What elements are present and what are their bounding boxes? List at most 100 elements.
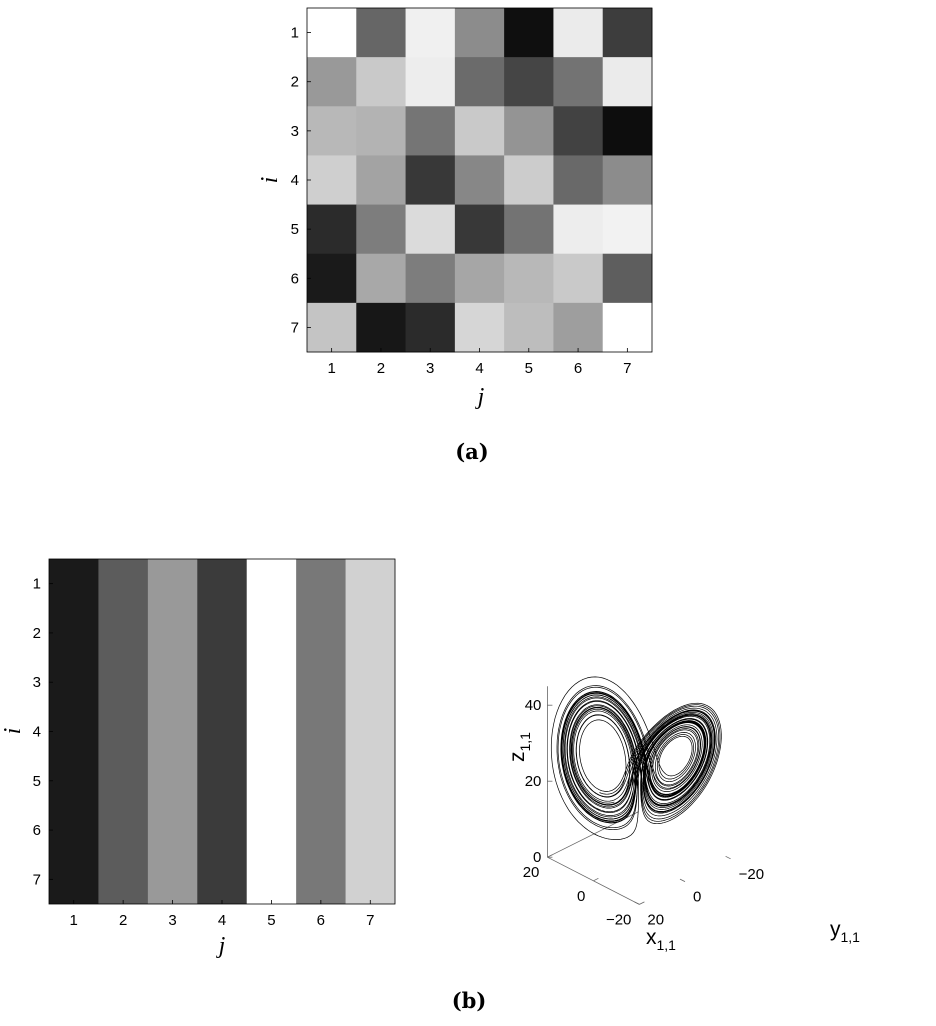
heatmap-a-cell-7-1 bbox=[307, 302, 357, 353]
heatmap-a-cell-5-7 bbox=[602, 204, 653, 255]
attractor-z-tick-0: 0 bbox=[533, 849, 541, 866]
x-tick-mark bbox=[639, 901, 645, 905]
heatmap-b-x-tick-7: 7 bbox=[366, 912, 374, 929]
heatmap-b-y-tick-5: 5 bbox=[33, 773, 41, 790]
heatmap-a bbox=[307, 8, 653, 353]
heatmap-b-column-1 bbox=[49, 559, 99, 904]
heatmap-b-x-tick-1: 1 bbox=[70, 912, 78, 929]
heatmap-a-cell-4-5 bbox=[504, 155, 554, 205]
heatmap-b-column-3 bbox=[147, 559, 198, 904]
heatmap-a-cell-6-1 bbox=[307, 253, 357, 304]
heatmap-a-cell-3-3 bbox=[405, 106, 456, 156]
heatmap-a-cell-6-2 bbox=[356, 253, 406, 304]
heatmap-a-cell-3-1 bbox=[307, 106, 357, 156]
heatmap-a-cell-5-1 bbox=[307, 204, 357, 255]
heatmap-a-cell-7-2 bbox=[356, 302, 406, 353]
heatmap-a-y-tick-3: 3 bbox=[291, 123, 299, 140]
heatmap-a-cell-4-2 bbox=[356, 155, 406, 205]
y-tick-mark bbox=[634, 901, 640, 905]
heatmap-a-cell-5-6 bbox=[553, 204, 604, 255]
heatmap-a-cell-4-3 bbox=[405, 155, 456, 205]
heatmap-a-x-label: j bbox=[475, 384, 485, 410]
heatmap-a-cell-7-6 bbox=[553, 302, 604, 353]
heatmap-a-cell-2-4 bbox=[454, 57, 505, 107]
attractor-y-tick-2: −20 bbox=[739, 866, 764, 883]
heatmap-a-cell-1-7 bbox=[602, 8, 653, 58]
heatmap-a-cell-7-4 bbox=[454, 302, 505, 353]
heatmap-a-x-tick-4: 4 bbox=[475, 360, 483, 377]
heatmap-b-x-tick-3: 3 bbox=[168, 912, 176, 929]
heatmap-a-cell-2-6 bbox=[553, 57, 604, 107]
heatmap-b-y-tick-7: 7 bbox=[33, 871, 41, 888]
heatmap-a-cell-6-4 bbox=[454, 253, 505, 304]
heatmap-a-cell-3-6 bbox=[553, 106, 604, 156]
attractor-z-tick-20: 20 bbox=[525, 773, 542, 790]
attractor-z-tick-40: 40 bbox=[525, 697, 542, 714]
heatmap-b-y-tick-1: 1 bbox=[33, 576, 41, 593]
heatmap-a-y-tick-6: 6 bbox=[291, 270, 299, 287]
heatmap-a-cell-2-7 bbox=[602, 57, 653, 107]
heatmap-a-cell-6-3 bbox=[405, 253, 456, 304]
x-tick-mark bbox=[547, 854, 553, 858]
heatmap-a-y-tick-1: 1 bbox=[291, 25, 299, 42]
heatmap-a-cell-6-6 bbox=[553, 253, 604, 304]
heatmap-a-y-label: i bbox=[257, 177, 283, 184]
heatmap-b-x-tick-5: 5 bbox=[267, 912, 275, 929]
heatmap-a-x-ticks: 1 2 3 4 5 6 7 bbox=[327, 348, 632, 377]
heatmap-b-y-tick-6: 6 bbox=[33, 822, 41, 839]
heatmap-b-y-label: i bbox=[0, 728, 26, 735]
heatmap-b-column-6 bbox=[296, 559, 346, 904]
heatmap-a-x-tick-3: 3 bbox=[426, 360, 434, 377]
heatmap-a-y-ticks: 1 2 3 4 5 6 7 bbox=[291, 25, 311, 336]
heatmap-b-x-tick-4: 4 bbox=[218, 912, 226, 929]
caption-a: (a) bbox=[455, 439, 488, 464]
attractor-z-label: z1,1 bbox=[506, 732, 533, 762]
heatmap-a-y-tick-2: 2 bbox=[291, 74, 299, 91]
heatmap-b-column-4 bbox=[197, 559, 248, 904]
x-tick-mark bbox=[593, 877, 599, 882]
attractor-x-tick-0: 20 bbox=[523, 864, 540, 881]
heatmap-b-y-tick-4: 4 bbox=[33, 724, 41, 741]
caption-b: (b) bbox=[452, 988, 487, 1013]
attractor-x-tick-2: −20 bbox=[606, 911, 631, 928]
heatmap-a-cell-7-7 bbox=[602, 302, 653, 353]
heatmap-b-y-ticks: 1 2 3 4 5 6 7 bbox=[33, 576, 53, 888]
heatmap-b-x-ticks: 1 2 3 4 5 6 7 bbox=[70, 900, 374, 929]
heatmap-a-x-tick-2: 2 bbox=[377, 360, 385, 377]
heatmap-b-x-tick-6: 6 bbox=[317, 912, 325, 929]
heatmap-a-cell-2-1 bbox=[307, 57, 357, 107]
y-tick-mark bbox=[725, 855, 731, 860]
heatmap-b-column-2 bbox=[98, 559, 149, 904]
attractor-x-label: x1,1 bbox=[646, 926, 676, 953]
heatmap-a-cell-5-4 bbox=[454, 204, 505, 255]
heatmap-a-cell-1-1 bbox=[307, 8, 357, 58]
heatmap-a-cell-2-3 bbox=[405, 57, 456, 107]
heatmap-b-x-tick-2: 2 bbox=[119, 912, 127, 929]
heatmap-a-x-tick-5: 5 bbox=[525, 360, 533, 377]
heatmap-a-y-tick-4: 4 bbox=[291, 172, 299, 189]
heatmap-a-x-tick-6: 6 bbox=[574, 360, 582, 377]
heatmap-a-cell-1-3 bbox=[405, 8, 456, 58]
heatmap-b-y-tick-3: 3 bbox=[33, 674, 41, 691]
attractor-y-tick-0: 20 bbox=[647, 911, 664, 928]
heatmap-a-cell-1-6 bbox=[553, 8, 604, 58]
heatmap-a-x-tick-1: 1 bbox=[327, 360, 335, 377]
heatmap-b-x-label: j bbox=[216, 933, 226, 959]
heatmap-a-cell-2-5 bbox=[504, 57, 554, 107]
attractor-trajectory bbox=[550, 676, 722, 840]
heatmap-b-y-tick-2: 2 bbox=[33, 625, 41, 642]
heatmap-a-cell-1-4 bbox=[454, 8, 505, 58]
heatmap-a-y-tick-5: 5 bbox=[291, 221, 299, 238]
heatmap-a-cell-4-6 bbox=[553, 155, 604, 205]
attractor-y-axis-line bbox=[547, 856, 640, 905]
heatmap-a-cell-6-7 bbox=[602, 253, 653, 304]
heatmap-a-cell-2-2 bbox=[356, 57, 406, 107]
heatmap-a-cell-4-1 bbox=[307, 155, 357, 205]
heatmap-a-cell-7-5 bbox=[504, 302, 554, 353]
heatmap-a-cell-3-7 bbox=[602, 106, 653, 156]
attractor-y-label: y1,1 bbox=[830, 918, 860, 945]
heatmap-a-cell-5-5 bbox=[504, 204, 554, 255]
